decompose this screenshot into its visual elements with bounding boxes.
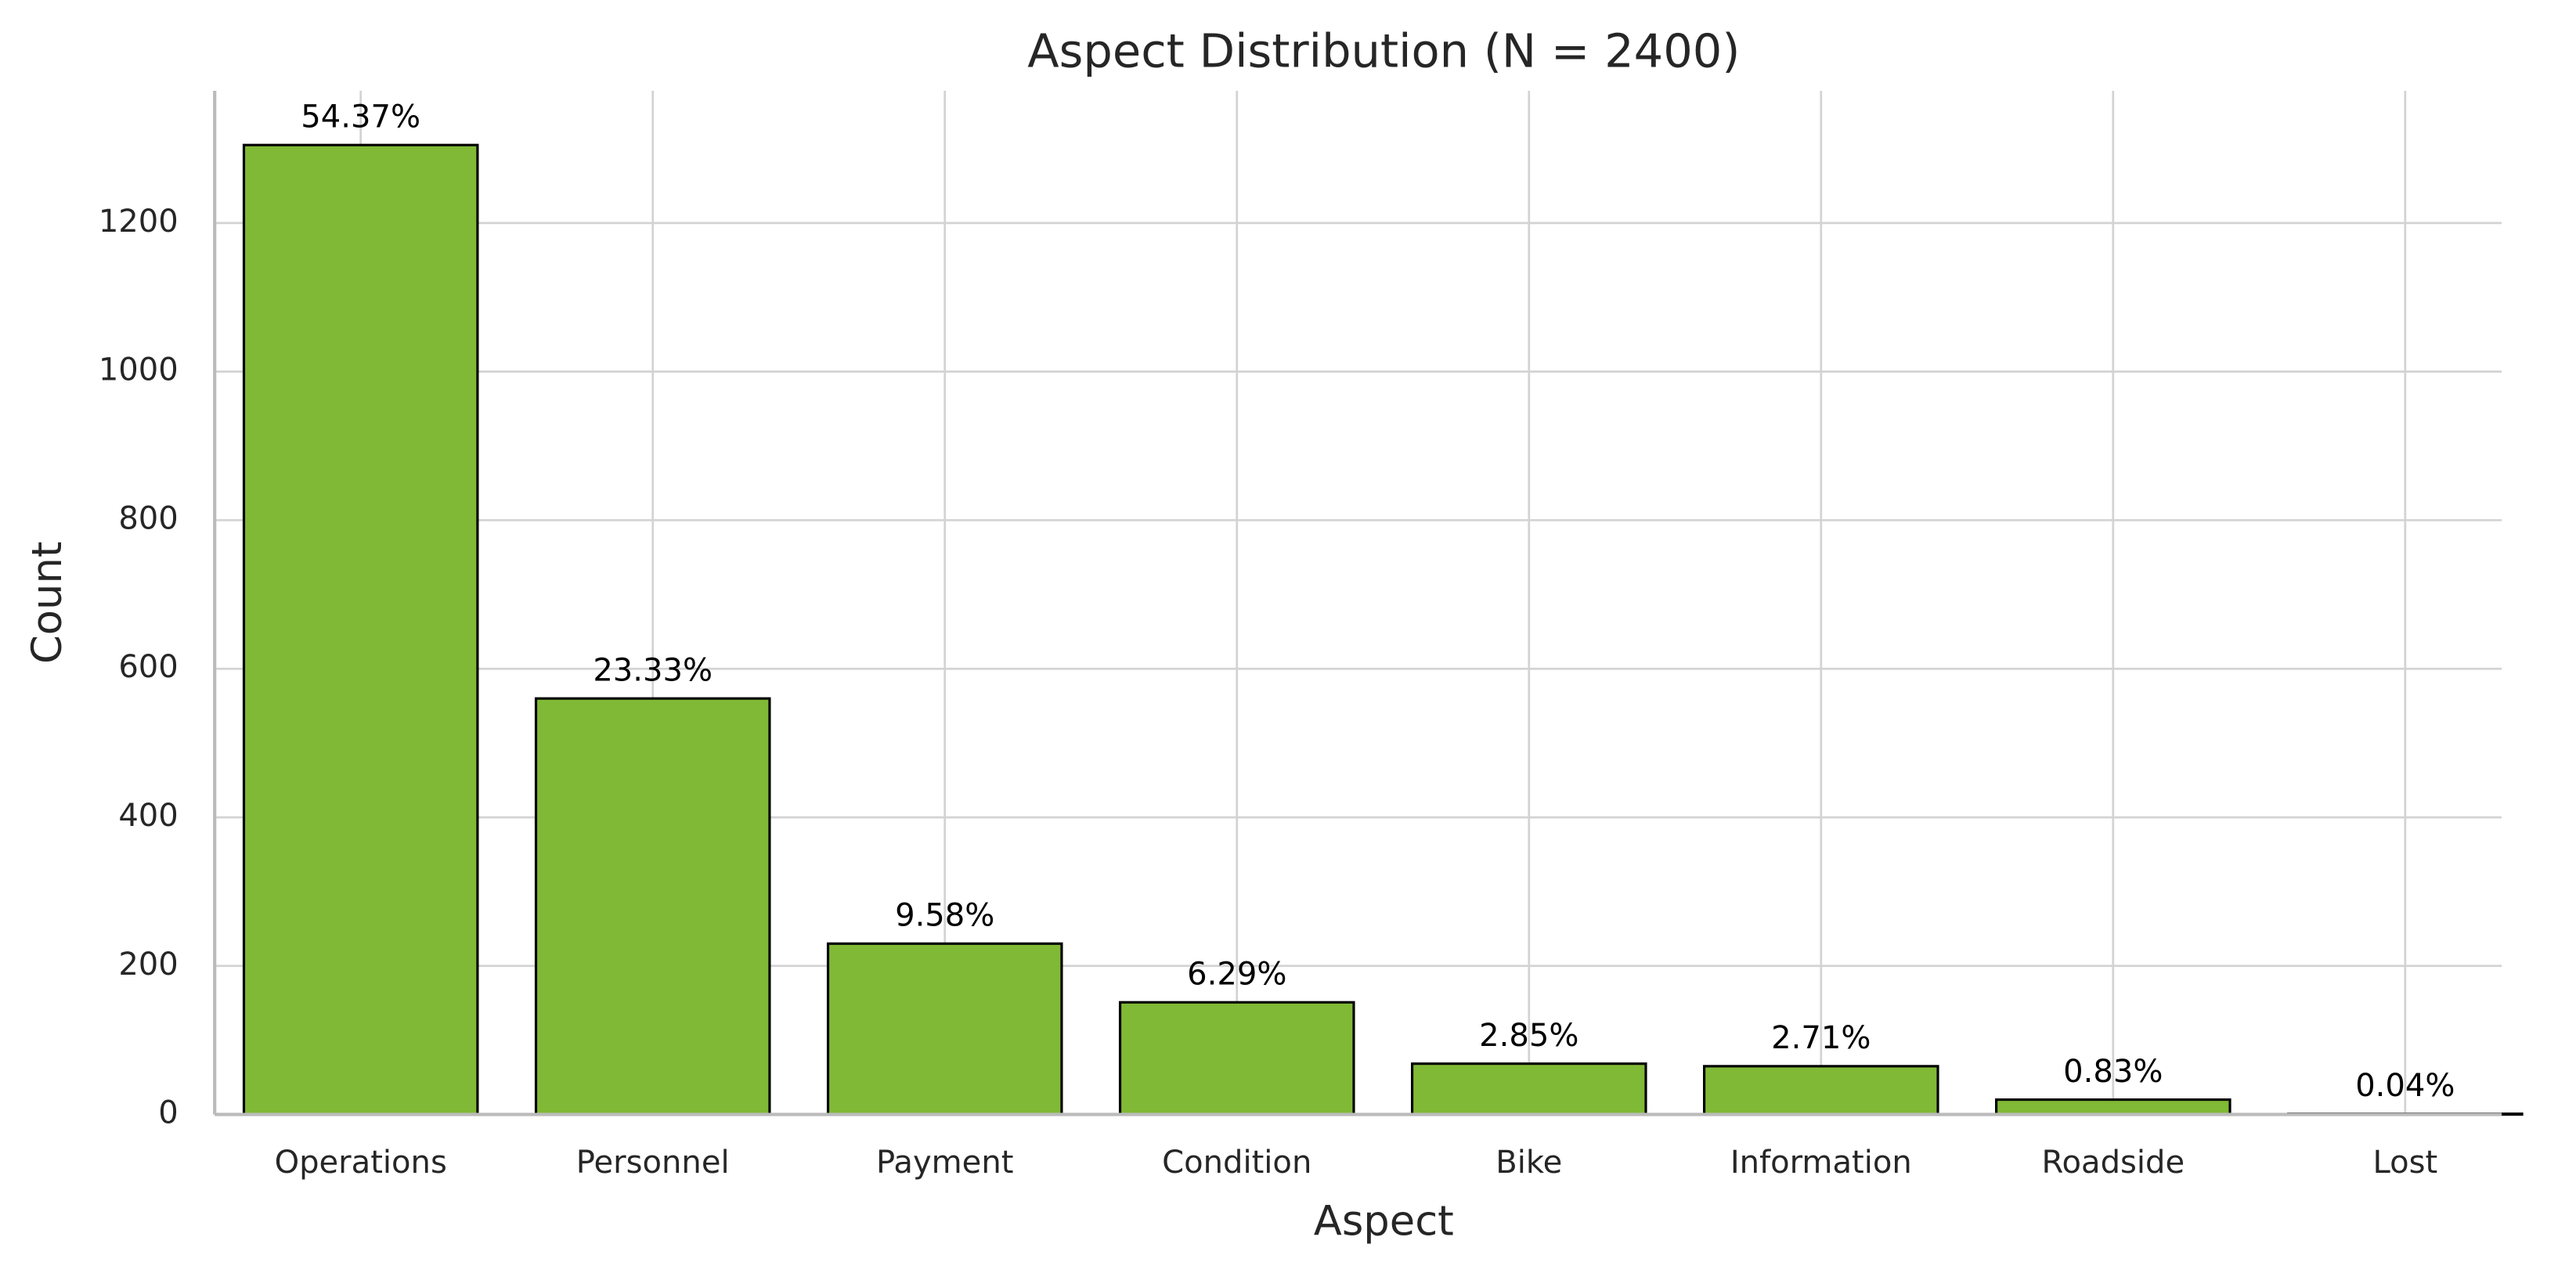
y-tick-label: 600	[118, 649, 178, 685]
y-tick-label: 800	[118, 500, 178, 536]
y-tick-label: 0	[158, 1095, 179, 1131]
x-tick-label: Payment	[876, 1145, 1013, 1181]
bar	[1703, 1065, 1939, 1116]
x-tick-label: Condition	[1162, 1145, 1311, 1181]
bar	[1410, 1062, 1647, 1116]
bar	[1995, 1098, 2231, 1116]
x-tick-label: Bike	[1495, 1145, 1562, 1181]
x-tick-label: Personnel	[576, 1145, 730, 1181]
y-axis-label: Count	[23, 541, 71, 664]
bar	[242, 143, 479, 1116]
value-label: 54.37%	[301, 99, 420, 135]
chart-title: Aspect Distribution (N = 2400)	[1027, 24, 1740, 78]
marks	[242, 143, 2524, 1116]
y-tick-label: 1200	[99, 204, 179, 240]
bar	[1118, 1001, 1355, 1116]
x-axis-label: Aspect	[1314, 1197, 1454, 1245]
value-label: 0.83%	[2063, 1054, 2163, 1090]
y-tick-label: 400	[118, 798, 178, 834]
x-tick-label: Lost	[2372, 1145, 2437, 1181]
bar	[534, 697, 771, 1116]
value-label: 2.85%	[1479, 1018, 1578, 1054]
x-tick-label: Operations	[275, 1145, 447, 1181]
value-label: 9.58%	[895, 898, 994, 934]
y-tick-label: 200	[118, 947, 178, 983]
value-label: 6.29%	[1187, 957, 1286, 993]
value-label: 0.04%	[2355, 1068, 2455, 1104]
value-label: 23.33%	[593, 652, 713, 688]
x-tick-label: Roadside	[2042, 1145, 2185, 1181]
value-label: 2.71%	[1771, 1020, 1871, 1056]
y-tick-label: 1000	[99, 352, 179, 388]
x-tick-label: Information	[1730, 1145, 1912, 1181]
bar	[826, 942, 1063, 1116]
